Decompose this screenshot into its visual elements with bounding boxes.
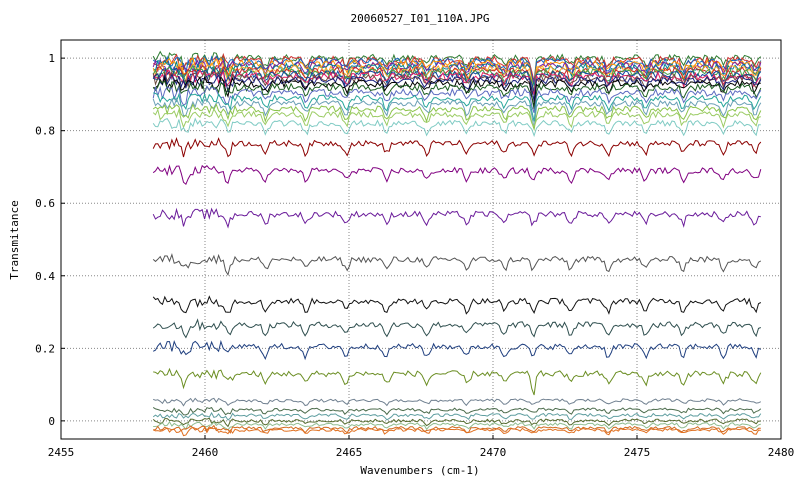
series-line (152, 107, 761, 129)
plot-frame (60, 39, 782, 440)
x-axis-ticks: 2455 2460 2465 2470 2475 2480 (48, 435, 795, 459)
y-tick-label: 1 (48, 52, 55, 65)
x-tick-label: 2460 (192, 446, 219, 459)
series-line (153, 420, 761, 431)
series-line (152, 207, 761, 229)
x-tick-label: 2470 (480, 446, 507, 459)
series-line (152, 406, 762, 416)
series-line (152, 318, 761, 339)
y-tick-label: 0.6 (35, 197, 55, 210)
chart-title: 20060527_I01_110A.JPG (350, 12, 489, 25)
x-tick-label: 2455 (48, 446, 75, 459)
series-line (152, 85, 762, 113)
series-line (152, 411, 762, 421)
series-line (153, 64, 762, 95)
series-layer (152, 50, 762, 437)
series-line (153, 92, 762, 122)
series-line (153, 397, 762, 407)
series-line (152, 65, 761, 91)
y-axis-label: Transmitance (8, 200, 21, 279)
series-line (152, 69, 762, 96)
series-line (152, 295, 762, 315)
series-line (152, 80, 762, 110)
series-line (153, 367, 762, 396)
series-line (152, 339, 762, 361)
x-tick-label: 2480 (768, 446, 795, 459)
series-line (152, 97, 762, 129)
y-tick-label: 0 (48, 415, 55, 428)
series-line (152, 253, 762, 276)
series-line (152, 417, 761, 428)
y-tick-label: 0.4 (35, 270, 55, 283)
series-line (153, 426, 761, 437)
series-line (153, 75, 761, 107)
x-axis-label: Wavenumbers (cm-1) (360, 464, 479, 477)
y-axis-ticks: 0 0.2 0.4 0.6 0.8 1 (35, 52, 65, 428)
series-line (152, 117, 761, 138)
y-tick-label: 0.2 (35, 342, 55, 355)
y-tick-label: 0.8 (35, 125, 55, 138)
series-line (153, 424, 761, 434)
series-line (153, 52, 761, 83)
series-line (152, 103, 762, 132)
series-line (152, 137, 762, 158)
x-tick-label: 2475 (624, 446, 651, 459)
x-tick-label: 2465 (336, 446, 363, 459)
series-line (152, 164, 762, 186)
